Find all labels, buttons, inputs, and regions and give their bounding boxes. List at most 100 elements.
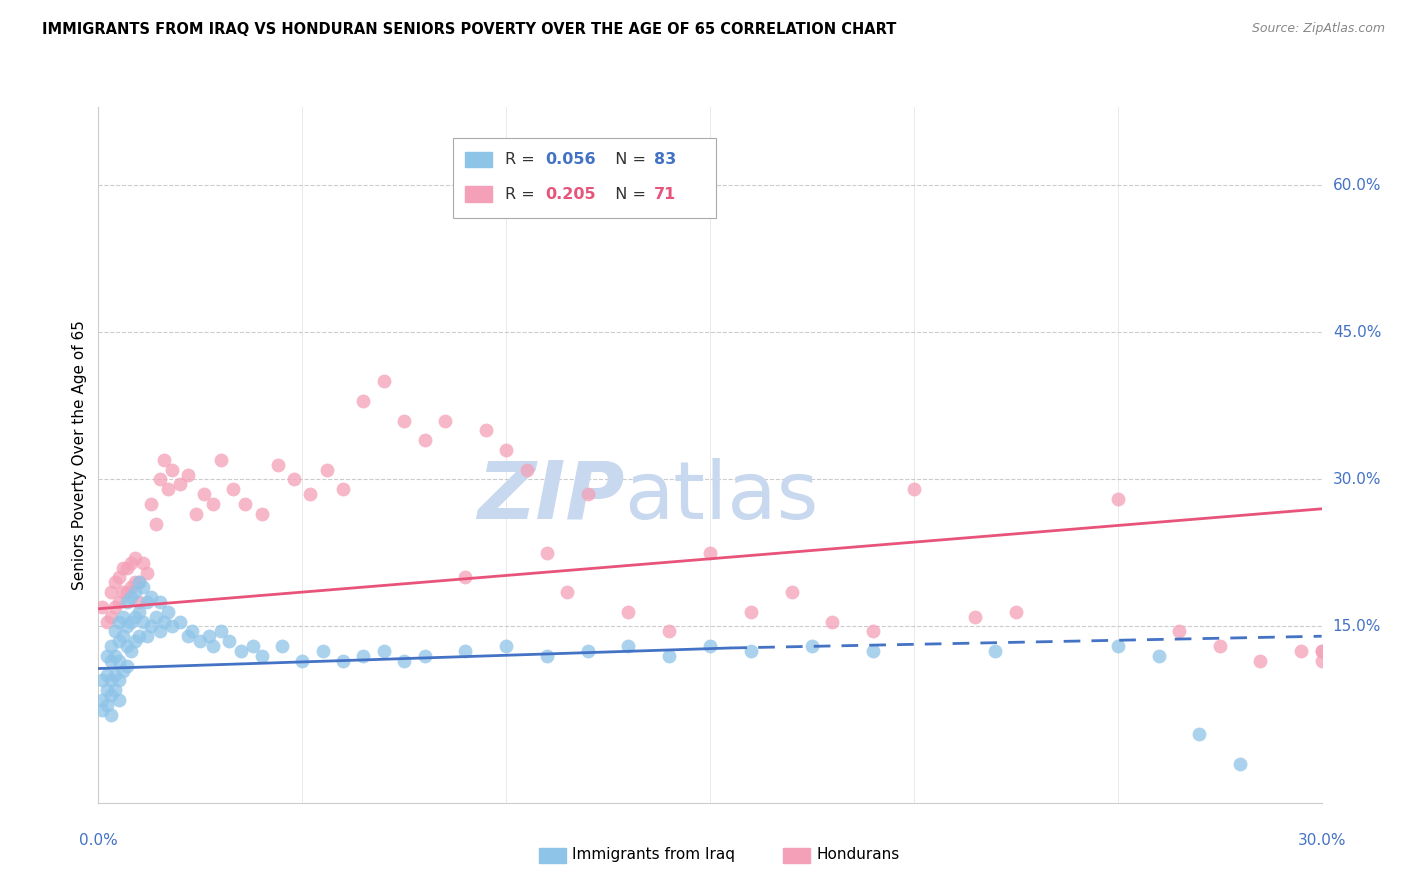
Point xyxy=(352,648,374,663)
Point xyxy=(1310,654,1333,668)
Point xyxy=(108,673,131,688)
Text: Hondurans: Hondurans xyxy=(817,847,900,863)
Point xyxy=(474,424,498,438)
Text: 0.056: 0.056 xyxy=(546,152,596,167)
Point xyxy=(250,507,273,521)
Point xyxy=(201,497,224,511)
Point xyxy=(193,487,215,501)
Point xyxy=(392,654,416,668)
Point xyxy=(120,580,142,594)
Point xyxy=(658,624,681,639)
Point xyxy=(617,605,640,619)
Point xyxy=(1107,491,1129,506)
Point xyxy=(128,629,150,643)
Text: 45.0%: 45.0% xyxy=(1333,325,1381,340)
Point xyxy=(576,487,599,501)
Point xyxy=(658,648,681,663)
Point xyxy=(120,590,142,604)
Point xyxy=(181,624,204,639)
Point xyxy=(516,462,538,476)
Point xyxy=(124,585,146,599)
Point xyxy=(115,639,138,653)
Point xyxy=(617,639,640,653)
Point xyxy=(1167,624,1189,639)
Point xyxy=(136,595,159,609)
Point xyxy=(115,595,138,609)
Point xyxy=(576,644,599,658)
Point xyxy=(128,595,150,609)
Text: 71: 71 xyxy=(654,186,676,202)
Text: Immigrants from Iraq: Immigrants from Iraq xyxy=(572,847,735,863)
Point xyxy=(862,624,884,639)
Point xyxy=(233,497,256,511)
Point xyxy=(186,507,208,521)
Point xyxy=(124,550,146,565)
Point xyxy=(315,462,337,476)
Point xyxy=(1004,605,1026,619)
FancyBboxPatch shape xyxy=(538,848,565,863)
Point xyxy=(1310,644,1333,658)
Point xyxy=(136,629,159,643)
Point xyxy=(413,434,436,448)
Point xyxy=(169,615,191,629)
Point xyxy=(111,629,134,643)
Point xyxy=(283,472,305,486)
Text: 30.0%: 30.0% xyxy=(1333,472,1381,487)
Point xyxy=(100,609,122,624)
Text: R =: R = xyxy=(505,186,540,202)
Point xyxy=(801,639,824,653)
Point xyxy=(1229,756,1251,771)
Point xyxy=(91,693,114,707)
Point xyxy=(862,644,884,658)
Point xyxy=(903,482,925,496)
Point xyxy=(536,648,558,663)
Text: R =: R = xyxy=(505,152,540,167)
Point xyxy=(100,688,122,702)
Point xyxy=(124,634,146,648)
Point xyxy=(209,452,232,467)
Text: Source: ZipAtlas.com: Source: ZipAtlas.com xyxy=(1251,22,1385,36)
Point xyxy=(111,560,134,574)
Point xyxy=(96,615,118,629)
Point xyxy=(169,477,191,491)
Point xyxy=(124,609,146,624)
Point xyxy=(100,707,122,722)
Point xyxy=(156,482,179,496)
Point xyxy=(149,472,172,486)
Point xyxy=(111,585,134,599)
Point xyxy=(91,673,114,688)
Point xyxy=(108,615,131,629)
Point xyxy=(96,648,118,663)
Point xyxy=(160,619,183,633)
Point xyxy=(141,497,163,511)
Point xyxy=(128,605,150,619)
Point xyxy=(132,615,155,629)
Point xyxy=(231,644,253,658)
Point xyxy=(454,570,477,584)
Point xyxy=(104,575,127,590)
Point xyxy=(291,654,314,668)
Point xyxy=(132,556,155,570)
Point xyxy=(197,629,219,643)
Point xyxy=(124,575,146,590)
Point xyxy=(96,683,118,698)
Point xyxy=(1147,648,1170,663)
Point xyxy=(413,648,436,663)
Point xyxy=(108,570,131,584)
Point xyxy=(108,595,131,609)
Text: 30.0%: 30.0% xyxy=(1298,833,1346,848)
Point xyxy=(149,624,172,639)
Point xyxy=(104,624,127,639)
Point xyxy=(495,443,517,458)
Point xyxy=(104,668,127,682)
Point xyxy=(373,644,395,658)
Point xyxy=(1310,644,1333,658)
Point xyxy=(115,619,138,633)
Point xyxy=(152,452,174,467)
Point xyxy=(699,546,721,560)
Point xyxy=(555,585,579,599)
Point xyxy=(218,634,240,648)
Point xyxy=(332,482,354,496)
Point xyxy=(104,648,127,663)
Point xyxy=(145,609,167,624)
